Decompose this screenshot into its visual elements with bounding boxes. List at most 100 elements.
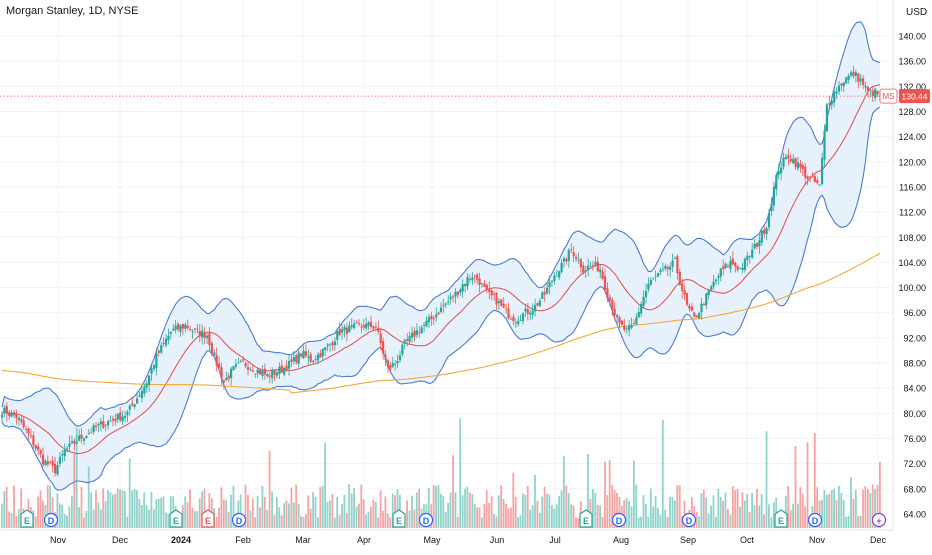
earnings-marker[interactable]: E — [392, 509, 406, 528]
volume-bar — [42, 500, 44, 528]
dividend-marker[interactable]: D — [807, 512, 823, 528]
volume-bar — [288, 503, 290, 528]
volume-bar — [871, 484, 874, 528]
earnings-marker[interactable]: E — [20, 509, 34, 528]
candle-body — [49, 462, 52, 463]
volume-bar — [160, 497, 162, 528]
volume-bar — [763, 514, 765, 528]
candle-body — [828, 103, 831, 105]
volume-bar — [155, 499, 158, 528]
candle-body — [517, 321, 520, 325]
candle-body — [794, 158, 797, 167]
volume-bar — [823, 489, 826, 528]
volume-bar — [437, 485, 440, 528]
candle-body — [871, 90, 874, 97]
volume-bar — [95, 490, 97, 528]
candle-body — [628, 325, 631, 331]
candle-body — [763, 229, 766, 234]
volume-bar — [413, 509, 416, 528]
dividend-marker[interactable]: D — [418, 512, 434, 528]
volume-bar — [249, 510, 252, 528]
candle-body — [705, 293, 708, 306]
candle-body — [835, 91, 838, 94]
candle-body — [784, 156, 787, 159]
candle-body — [75, 442, 78, 443]
candle-body — [181, 324, 184, 329]
dividend-marker[interactable]: D — [681, 512, 697, 528]
candle-body — [618, 317, 621, 323]
dividend-marker[interactable]: D — [611, 512, 627, 528]
earnings-icon — [169, 509, 183, 528]
candle-body — [341, 329, 344, 333]
candle-body — [251, 370, 254, 372]
volume-bar — [97, 502, 100, 528]
volume-bar — [869, 493, 872, 528]
candle-body — [734, 262, 737, 267]
volume-bar — [145, 505, 148, 528]
candle-body — [862, 78, 865, 85]
candle-body — [104, 424, 107, 426]
candle-body — [859, 78, 862, 82]
candle-body — [95, 425, 98, 427]
volume-bar — [353, 487, 355, 528]
dividend-marker[interactable]: D — [43, 512, 59, 528]
dividend-marker[interactable]: D — [231, 512, 247, 528]
volume-bar — [181, 505, 184, 528]
candle-body — [644, 290, 648, 297]
earnings-marker[interactable]: E — [579, 509, 593, 528]
volume-bar — [529, 509, 531, 528]
volume-bar — [157, 498, 160, 528]
earnings-marker[interactable]: E — [169, 509, 183, 528]
volume-bar — [83, 517, 85, 528]
candle-body — [698, 312, 701, 319]
candle-body — [685, 293, 689, 305]
candle-body — [307, 356, 310, 358]
candle-body — [408, 335, 411, 342]
candle-body — [594, 262, 597, 265]
candle-body — [56, 465, 59, 475]
volume-bar — [710, 505, 712, 528]
candle-body — [673, 258, 677, 259]
volume-bar — [71, 496, 73, 528]
volume-bar — [681, 516, 683, 528]
volume-bar — [309, 508, 312, 528]
volume-bar — [304, 514, 307, 528]
earnings-marker[interactable]: E — [774, 509, 788, 528]
volume-bar — [560, 490, 563, 528]
candle-body — [630, 324, 633, 328]
volume-bar — [427, 488, 430, 528]
candle-body — [244, 363, 247, 367]
volume-bar — [244, 484, 247, 528]
currency-label[interactable]: USD — [906, 7, 928, 18]
price-tick-label: 96.00 — [903, 308, 926, 318]
candle-body — [599, 269, 602, 273]
candle-body — [160, 345, 163, 353]
volume-bar — [92, 509, 95, 528]
volume-bar — [797, 503, 799, 528]
candle-body — [225, 378, 228, 380]
volume-bar — [821, 499, 823, 528]
volume-bar — [596, 504, 599, 528]
candle-body — [189, 329, 192, 330]
candle-body — [39, 449, 42, 455]
volume-bar — [169, 496, 172, 528]
volume-bar — [628, 500, 630, 528]
candle-body — [657, 273, 660, 277]
candle-body — [66, 448, 69, 450]
volume-bar — [850, 477, 852, 528]
candle-body — [157, 350, 160, 353]
volume-bar — [748, 512, 751, 528]
candle-body — [471, 277, 474, 281]
volume-bar — [789, 510, 792, 528]
earnings-marker[interactable]: E — [201, 509, 215, 528]
candle-body — [280, 365, 283, 373]
volume-bar — [466, 486, 469, 528]
volume-bar — [10, 512, 13, 528]
volume-bar — [524, 494, 527, 528]
candle-body — [87, 432, 90, 434]
add-event-marker[interactable]: + — [871, 512, 887, 528]
volume-bar — [645, 504, 647, 528]
volume-bar — [522, 493, 524, 528]
